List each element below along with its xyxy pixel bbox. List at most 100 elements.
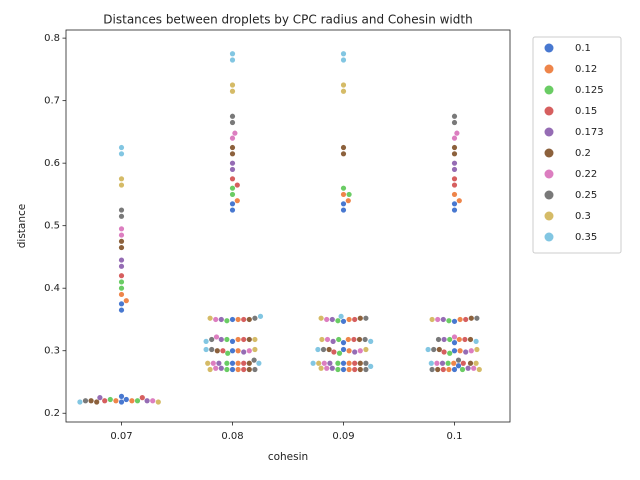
point [346,191,352,198]
point [463,349,469,355]
point [224,336,230,343]
point [357,315,363,321]
legend-marker [544,106,554,116]
point [336,336,342,343]
point [431,346,437,353]
point [363,346,369,353]
point [451,348,458,354]
point [441,336,447,343]
legend-label: 0.22 [575,169,597,180]
point [340,82,347,88]
point [229,160,236,166]
point [251,357,257,363]
point [235,316,241,323]
point [229,113,236,119]
point [246,336,252,343]
point [118,393,125,399]
point [205,360,211,366]
point [310,360,316,366]
x-tick-label: 0.1 [447,431,463,442]
point [155,399,161,405]
point [118,301,125,307]
point [447,336,453,343]
point [246,360,252,366]
point [235,348,241,354]
point [229,82,236,88]
point [473,360,479,366]
point [318,315,324,321]
point [456,336,462,343]
y-tick-label: 0.7 [44,96,60,107]
point [118,399,125,405]
point [346,348,352,354]
x-tick-label: 0.08 [221,431,243,442]
point [363,315,369,321]
point [97,395,103,401]
point [340,339,347,346]
point [451,160,458,166]
point [118,263,125,269]
point [460,360,466,366]
point [118,257,125,263]
point [246,366,252,373]
point [451,334,458,340]
point [465,365,471,371]
point [257,313,264,319]
point [150,398,156,404]
point [324,336,331,343]
chart-title: Distances between droplets by CPC radius… [103,13,472,27]
point [340,151,347,157]
point [345,198,351,204]
legend-marker [544,127,554,137]
point [118,232,125,238]
point [315,346,321,353]
point [229,185,236,191]
legend-marker [544,43,554,53]
point [471,365,477,371]
point [335,318,341,324]
point [209,336,215,343]
point [454,130,460,136]
x-tick-label: 0.07 [110,431,132,442]
point [224,366,230,373]
point [318,365,324,371]
point [235,366,241,373]
legend-label: 0.173 [575,127,604,138]
legend-label: 0.25 [575,190,597,201]
point [246,348,252,354]
point [441,349,447,355]
point [467,360,474,366]
legend-label: 0.35 [575,232,597,243]
point [252,315,258,321]
point [232,130,238,136]
point [209,346,215,353]
point [368,338,374,344]
point [134,398,141,404]
point [118,176,125,182]
point [447,350,453,356]
point [473,338,479,344]
point [459,366,466,373]
legend-frame [532,36,622,254]
point [435,316,441,323]
point [428,360,434,366]
point [451,144,458,151]
point [330,338,336,344]
point [340,185,347,191]
legend-marker [544,232,554,242]
point [113,398,119,404]
point [340,57,347,63]
point [321,360,327,366]
point [451,166,458,173]
point [462,336,468,343]
point [357,360,363,366]
point [324,316,330,323]
point [207,315,213,321]
point [229,207,236,213]
point [102,398,108,404]
point [218,365,224,371]
point [345,336,351,343]
point [336,350,343,356]
y-tick-label: 0.5 [44,221,60,232]
